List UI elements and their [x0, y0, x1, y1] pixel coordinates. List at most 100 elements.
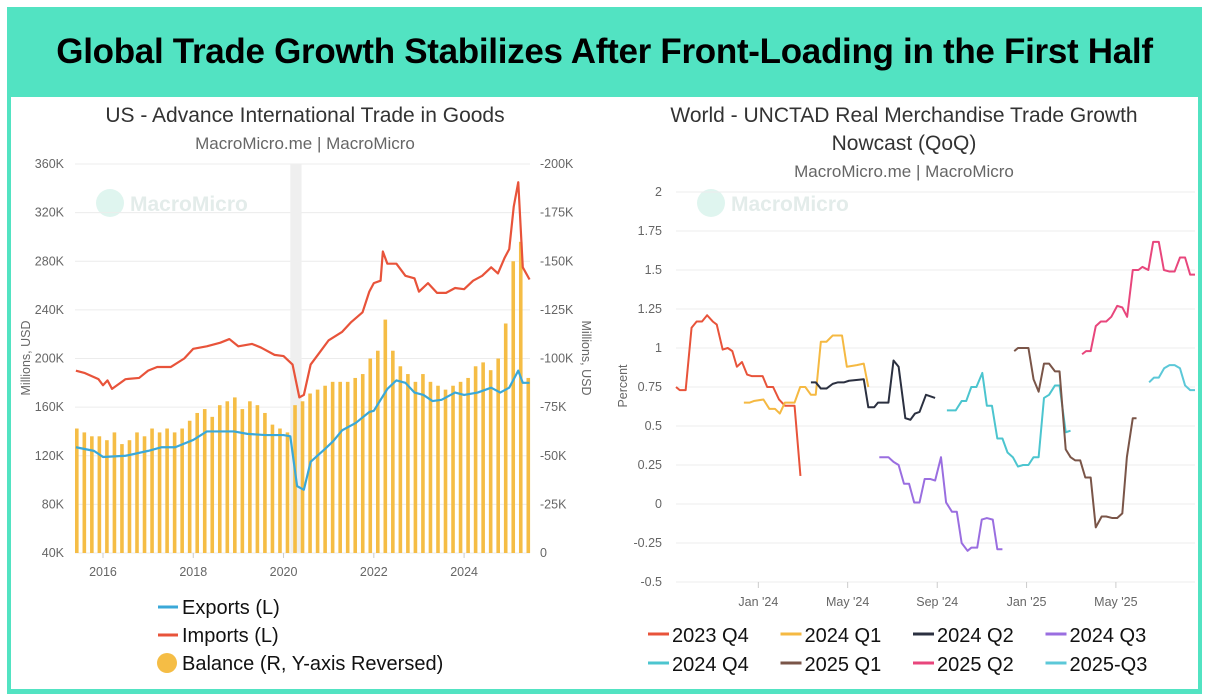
balance-bar: [157, 432, 162, 553]
right-y-tick: -175K: [540, 206, 574, 220]
recession-shade: [290, 164, 302, 553]
balance-bar: [270, 424, 275, 553]
y-tick-label: 0.25: [638, 458, 662, 472]
x-tick-label: Sep '24: [916, 595, 958, 609]
left-y-tick: 40K: [42, 546, 65, 560]
balance-bar: [443, 389, 448, 553]
watermark-text: MacroMicro: [130, 193, 248, 216]
watermark-logo-right: MacroMicro: [697, 189, 849, 217]
balance-bar: [473, 366, 478, 553]
macromicro-logo-icon: [96, 189, 124, 217]
x-tick-label: 2016: [89, 565, 117, 579]
legend-swatch-circle: [157, 653, 177, 673]
balance-bar: [338, 381, 342, 553]
balance-bar: [172, 432, 177, 553]
balance-bar: [436, 385, 440, 553]
left-y-tick: 200K: [35, 352, 65, 366]
series-line-2024-q3: [879, 456, 1003, 552]
left-legend: Exports (L) Imports (L) Balance (R, Y-axis…: [157, 597, 443, 675]
balance-bar: [105, 440, 109, 553]
x-tick-label: Jan '25: [1007, 595, 1047, 609]
balance-bar: [248, 401, 252, 553]
balance-bar: [150, 428, 154, 553]
right-y-tick: -100K: [540, 352, 574, 366]
balance-bar: [217, 405, 222, 553]
y-tick-label: 0: [655, 497, 662, 511]
right-chart-title-line1: World - UNCTAD Real Merchandise Trade Gr…: [670, 104, 1137, 127]
y-tick-label: -0.5: [640, 575, 662, 589]
left-y-tick: 80K: [42, 497, 65, 511]
balance-bar: [398, 366, 403, 553]
left-y-axis-label: Millions, USD: [19, 320, 33, 395]
right-y-axis-label: Millions, USD: [579, 320, 593, 395]
right-legend: 2023 Q4 2024 Q1 2024 Q2 2024 Q3 2024 Q4 2025 …: [648, 625, 1147, 676]
balance-bar: [187, 420, 192, 553]
balance-bar: [391, 350, 395, 553]
right-chart-subtitle: MacroMicro.me | MacroMicro: [794, 162, 1014, 181]
balance-bar: [511, 261, 516, 553]
balance-bar: [97, 436, 102, 553]
balance-bar: [353, 377, 358, 553]
balance-bar: [300, 401, 305, 553]
y-tick-label: 1: [655, 341, 662, 355]
x-tick-label: 2018: [179, 565, 207, 579]
balance-bar: [375, 350, 380, 553]
us-trade-chart: US - Advance International Trade in Good…: [19, 104, 593, 675]
series-line-2025-q1: [1013, 347, 1137, 529]
balance-bar: [202, 409, 207, 553]
balance-bar: [496, 358, 500, 553]
right-y-tick: -25K: [540, 497, 567, 511]
balance-bar: [330, 381, 335, 553]
left-y-tick: 240K: [35, 303, 65, 317]
chart-panel: US - Advance International Trade in Good…: [11, 97, 1198, 689]
y-tick-label: 0.5: [645, 419, 662, 433]
left-chart-title: US - Advance International Trade in Good…: [105, 104, 504, 127]
legend-label: 2025 Q1: [805, 654, 882, 676]
series-line-2024-q4: [946, 371, 1071, 468]
balance-bar: [120, 444, 124, 553]
balance-bar: [135, 432, 139, 553]
balance-bar: [308, 393, 312, 553]
x-tick-label: 2020: [270, 565, 298, 579]
right-y-tick: -125K: [540, 303, 574, 317]
balance-bar: [428, 381, 433, 553]
balance-bar: [406, 374, 410, 553]
balance-bar: [413, 381, 418, 553]
right-chart-title-line2: Nowcast (QoQ): [832, 132, 977, 155]
right-y-tick: -200K: [540, 157, 574, 171]
series-line-2025-q2: [1081, 240, 1195, 356]
series-line-2025-q3: [1148, 364, 1195, 392]
balance-bar: [255, 405, 260, 553]
legend-label: Imports (L): [182, 625, 279, 647]
right-y-tick: -50K: [540, 449, 567, 463]
x-tick-label: May '24: [826, 595, 869, 609]
series-line-2024-q2: [810, 359, 936, 421]
right-y-tick: -150K: [540, 254, 574, 268]
macromicro-logo-icon: [697, 189, 725, 217]
y-tick-label: 1.25: [638, 302, 662, 316]
balance-bar: [383, 319, 388, 553]
x-tick-label: Jan '24: [738, 595, 778, 609]
left-y-tick: 160K: [35, 400, 65, 414]
balance-bar: [127, 440, 132, 553]
legend-label: 2024 Q2: [937, 625, 1014, 647]
balance-bar: [458, 381, 463, 553]
right-y-tick: -75K: [540, 400, 567, 414]
x-tick-label: 2022: [360, 565, 388, 579]
balance-bar: [240, 409, 245, 553]
legend-label: 2023 Q4: [672, 625, 749, 647]
balance-bar: [360, 374, 365, 553]
frame: Global Trade Growth Stabilizes After Fro…: [7, 7, 1202, 694]
left-y-tick: 320K: [35, 206, 65, 220]
balance-bar: [368, 358, 373, 553]
balance-bar: [195, 412, 199, 553]
y-tick-label: 1.75: [638, 224, 662, 238]
balance-bar: [421, 374, 425, 553]
headline: Global Trade Growth Stabilizes After Fro…: [56, 32, 1153, 71]
exports-line: [75, 369, 530, 491]
left-chart-subtitle: MacroMicro.me | MacroMicro: [195, 134, 415, 153]
balance-bar: [165, 428, 169, 553]
series-line-2024-q1: [743, 334, 870, 415]
balance-bar: [345, 381, 350, 553]
balance-bar: [285, 432, 290, 553]
